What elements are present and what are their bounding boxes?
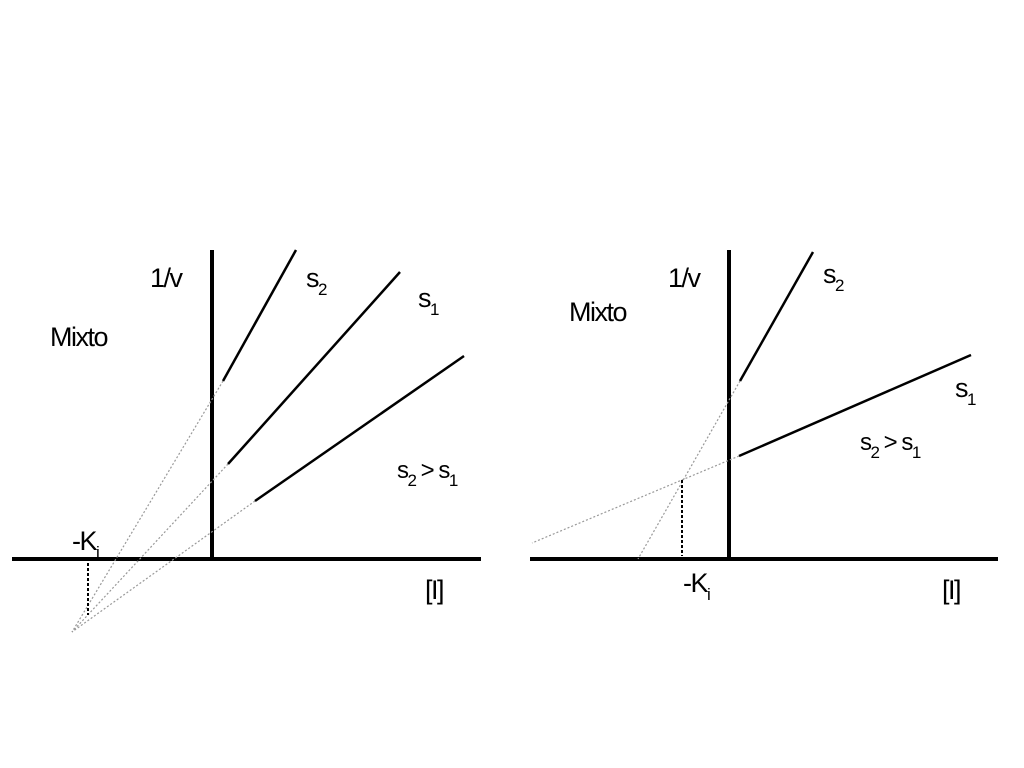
part: 2 <box>408 471 417 490</box>
condition: s2 > s1 <box>397 457 458 490</box>
title: Mixto <box>50 322 107 352</box>
line-s1 <box>738 353 972 458</box>
label-sub: 1 <box>967 390 976 409</box>
part: s <box>860 429 872 456</box>
title: Mixto <box>569 297 626 327</box>
label-base: -K <box>683 568 708 598</box>
s2-label: s2 <box>823 259 844 295</box>
label-sub: 1 <box>430 300 439 319</box>
panel-left: 1/v Mixto s2 s1 s2 > s1 -Ki [I] <box>12 249 481 633</box>
part: 2 <box>871 443 880 462</box>
ki-label: -Ki <box>72 526 99 562</box>
label-base: s <box>418 283 431 313</box>
label-sub: 2 <box>318 280 327 299</box>
label-sub: 2 <box>835 276 844 295</box>
label-sub: i <box>96 543 99 562</box>
extension <box>637 380 741 560</box>
part: 1 <box>449 471 458 490</box>
s1-label: s1 <box>418 283 439 319</box>
line-s0 <box>254 354 465 503</box>
part: > s <box>415 457 450 484</box>
condition: s2 > s1 <box>860 429 921 462</box>
label-base: s <box>306 263 319 293</box>
s1-label: s1 <box>955 373 976 409</box>
line-s1 <box>227 271 401 465</box>
extension <box>531 455 740 544</box>
ki-label: -Ki <box>683 568 710 604</box>
label-base: s <box>955 373 968 403</box>
line-s2 <box>221 249 298 382</box>
line-s2 <box>738 251 815 382</box>
s2-label: s2 <box>306 263 327 299</box>
label-sub: i <box>707 585 710 604</box>
y-label: 1/v <box>150 263 184 293</box>
label-base: s <box>823 259 836 289</box>
x-label: [I] <box>425 575 443 605</box>
y-label: 1/v <box>668 263 702 293</box>
label-base: -K <box>72 526 97 556</box>
panel-right: 1/v Mixto s2 s1 s2 > s1 -Ki [I] <box>530 250 998 605</box>
part: s <box>397 457 409 484</box>
x-label: [I] <box>942 575 960 605</box>
part: > s <box>878 429 913 456</box>
extension <box>71 380 224 633</box>
extension <box>71 500 256 633</box>
part: 1 <box>912 443 921 462</box>
